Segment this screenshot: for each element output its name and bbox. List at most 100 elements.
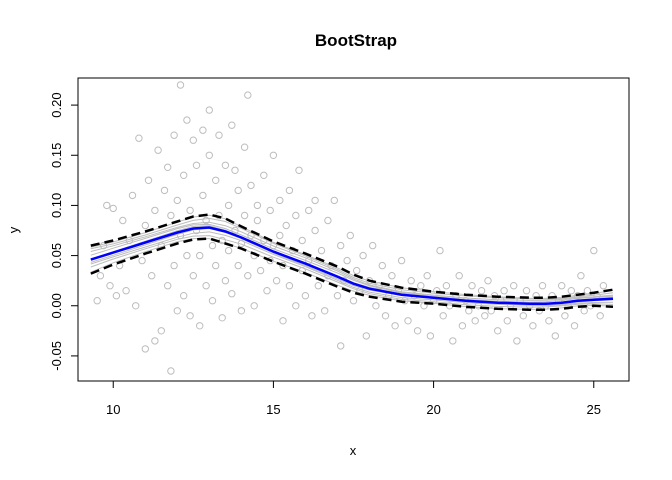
data-point <box>205 106 214 114</box>
data-point <box>346 231 354 240</box>
data-point <box>237 239 246 248</box>
y-axis: -0.05 0.00 0.05 0.10 0.15 0.20 <box>49 92 79 371</box>
data-point <box>205 151 214 160</box>
data-point <box>109 204 117 213</box>
fit-line <box>90 226 614 305</box>
data-point <box>324 216 332 225</box>
data-point <box>298 266 306 275</box>
data-point <box>561 312 569 320</box>
data-point <box>240 143 249 151</box>
data-point <box>256 266 265 275</box>
data-point <box>481 312 489 320</box>
data-point <box>381 312 390 320</box>
data-point <box>157 327 166 335</box>
data-point <box>417 282 425 290</box>
data-point <box>189 136 198 144</box>
data-point <box>305 206 313 215</box>
data-point <box>183 251 191 260</box>
chart-title: BootStrap <box>315 31 397 50</box>
data-point <box>372 302 380 310</box>
data-point <box>263 287 271 295</box>
y-tick-label: 0.10 <box>49 193 64 218</box>
data-point <box>269 241 278 250</box>
data-point <box>218 314 226 322</box>
data-point <box>487 307 495 315</box>
data-point <box>282 221 290 230</box>
x-axis: 10 15 20 25 <box>106 380 601 417</box>
data-point <box>590 246 598 255</box>
data-point <box>250 302 258 310</box>
data-point <box>212 261 220 270</box>
data-point <box>484 277 492 285</box>
data-point <box>413 327 422 335</box>
data-point <box>522 287 531 295</box>
data-point <box>423 272 431 280</box>
data-point <box>199 126 207 134</box>
data-point <box>253 201 262 210</box>
x-tick-label: 25 <box>587 402 601 417</box>
data-point <box>231 226 239 235</box>
data-point <box>112 292 121 300</box>
data-point <box>407 277 415 285</box>
lower-band-line <box>90 237 614 312</box>
data-point <box>353 266 361 275</box>
data-point <box>468 282 476 290</box>
data-point <box>567 287 575 295</box>
data-point <box>580 307 588 315</box>
data-point <box>378 261 386 270</box>
data-point <box>234 186 242 195</box>
data-point <box>570 322 579 330</box>
plot-area <box>90 81 614 375</box>
data-point <box>244 272 252 280</box>
plot-frame <box>77 77 630 382</box>
data-point <box>192 161 201 170</box>
data-point <box>465 307 473 315</box>
data-point <box>362 332 370 340</box>
data-point <box>545 317 553 325</box>
data-point <box>99 241 108 250</box>
data-point <box>196 322 204 330</box>
data-point <box>436 246 444 255</box>
data-point <box>119 216 127 225</box>
bootstrap-curve <box>90 231 614 307</box>
data-point <box>349 297 358 305</box>
data-point <box>551 332 559 340</box>
data-point <box>279 261 287 270</box>
x-tick-label: 15 <box>266 402 280 417</box>
data-point <box>272 277 281 285</box>
data-point <box>160 186 169 195</box>
data-point <box>260 171 268 180</box>
data-point <box>167 367 175 375</box>
data-point <box>577 272 585 280</box>
data-point <box>308 312 316 320</box>
data-point <box>183 116 191 124</box>
data-point <box>404 317 412 325</box>
data-point <box>513 337 521 345</box>
data-point <box>574 292 582 300</box>
data-point <box>202 216 210 225</box>
data-point <box>170 131 178 139</box>
data-point <box>397 256 406 265</box>
data-point <box>228 290 236 298</box>
data-point <box>199 191 207 200</box>
data-point <box>244 91 252 99</box>
data-point <box>176 81 185 89</box>
data-point <box>148 272 156 280</box>
data-point <box>433 287 441 295</box>
data-point <box>337 342 345 350</box>
data-point <box>359 251 367 260</box>
bootstrap-curve <box>90 235 614 308</box>
data-point <box>276 231 284 240</box>
y-tick-label: -0.05 <box>49 341 64 371</box>
data-point <box>599 282 608 290</box>
data-point <box>253 216 262 225</box>
data-point <box>135 134 143 142</box>
data-point <box>449 337 457 345</box>
data-point <box>311 196 319 205</box>
data-point <box>477 287 486 295</box>
bootstrap-curve <box>90 223 614 303</box>
data-point <box>151 337 159 345</box>
data-point <box>471 317 479 325</box>
data-point <box>375 282 383 290</box>
